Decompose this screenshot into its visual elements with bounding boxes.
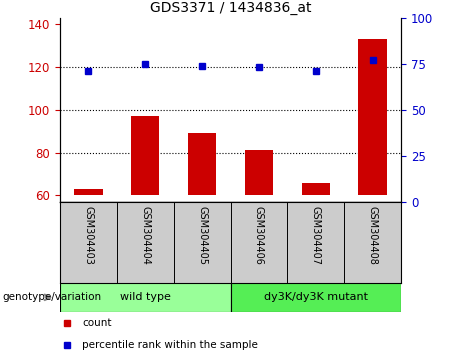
- Text: GSM304407: GSM304407: [311, 206, 321, 265]
- Bar: [131, 116, 160, 195]
- Text: genotype/variation: genotype/variation: [2, 292, 101, 302]
- Text: GSM304408: GSM304408: [367, 206, 378, 265]
- Text: percentile rank within the sample: percentile rank within the sample: [82, 339, 258, 350]
- Text: GSM304406: GSM304406: [254, 206, 264, 265]
- Text: wild type: wild type: [120, 292, 171, 302]
- Bar: [74, 189, 102, 195]
- Text: GSM304403: GSM304403: [83, 206, 94, 265]
- Bar: [358, 39, 387, 195]
- Bar: [301, 183, 330, 195]
- Bar: [245, 150, 273, 195]
- Bar: [60, 283, 230, 312]
- Text: GSM304404: GSM304404: [140, 206, 150, 265]
- Text: count: count: [82, 318, 112, 329]
- Text: GSM304405: GSM304405: [197, 206, 207, 265]
- Bar: [188, 133, 216, 195]
- Title: GDS3371 / 1434836_at: GDS3371 / 1434836_at: [150, 1, 311, 15]
- Text: dy3K/dy3K mutant: dy3K/dy3K mutant: [264, 292, 368, 302]
- Bar: [230, 283, 401, 312]
